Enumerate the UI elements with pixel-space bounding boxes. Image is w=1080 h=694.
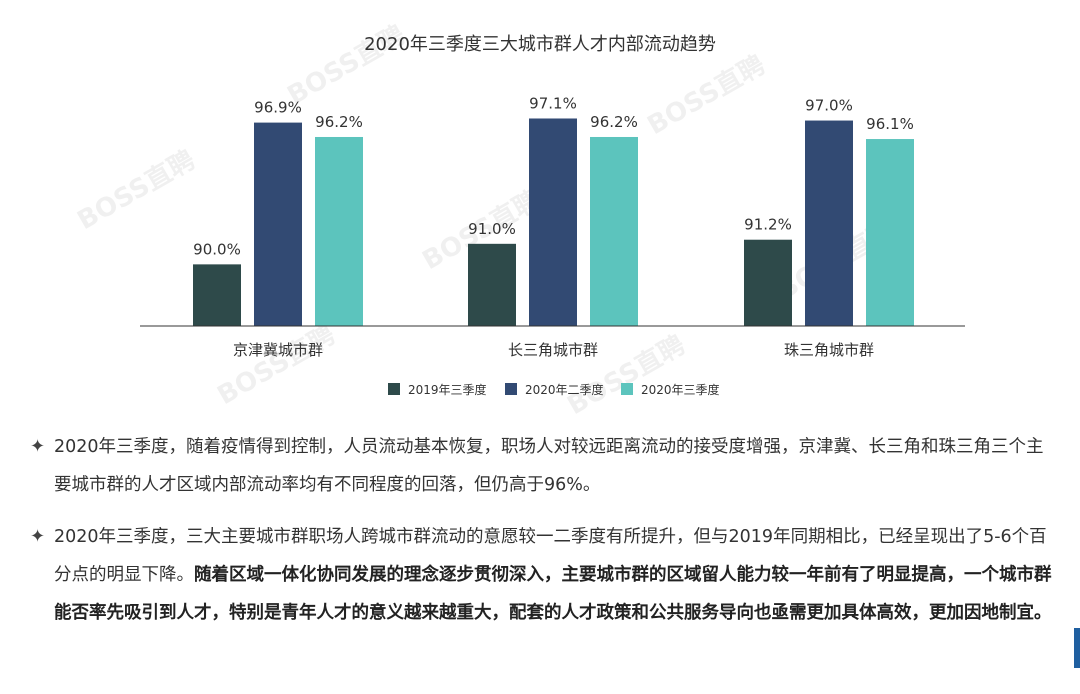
category-label: 珠三角城市群 (784, 341, 874, 359)
paragraph-2: ✦ 2020年三季度，三大主要城市群职场人跨城市群流动的意愿较一二季度有所提升，… (30, 518, 1060, 632)
four-point-star-icon: ✦ (30, 526, 46, 547)
data-label: 96.9% (254, 99, 302, 117)
legend-label: 2019年三季度 (408, 382, 487, 397)
data-label: 91.0% (468, 220, 516, 238)
legend-label: 2020年三季度 (641, 382, 720, 397)
category-label: 京津冀城市群 (233, 341, 323, 359)
bar-2-1 (468, 243, 516, 326)
paragraph-2-bold-text: 随着区域一体化协同发展的理念逐步贯彻深入，主要城市群的区域留人能力较一年前有了明… (54, 565, 1052, 623)
bar-2-2 (529, 118, 577, 326)
bar-1-3 (315, 136, 363, 326)
data-label: 91.2% (744, 216, 792, 234)
legend-swatch (505, 383, 517, 395)
data-label: 90.0% (193, 240, 241, 258)
bar-3-3 (866, 139, 914, 326)
paragraph-2-text: 2020年三季度，三大主要城市群职场人跨城市群流动的意愿较一二季度有所提升，但与… (54, 527, 1047, 585)
data-label: 96.2% (315, 113, 363, 131)
data-label: 96.2% (590, 113, 638, 131)
bar-1-1 (193, 264, 241, 326)
bar-chart: 90.0% 96.9% 96.2% 京津冀城市群 91.0% 97.1% 96.2% 长三角城… (140, 94, 965, 397)
bar-2-3 (590, 136, 638, 326)
bar-3-1 (744, 239, 792, 326)
data-label: 97.0% (805, 97, 853, 115)
category-label: 长三角城市群 (508, 341, 598, 359)
data-label: 96.1% (866, 115, 914, 133)
legend-swatch (388, 383, 400, 395)
data-label: 97.1% (529, 94, 577, 112)
edge-accent (1074, 628, 1080, 668)
legend-label: 2020年二季度 (525, 382, 604, 397)
paragraph-1-text: 2020年三季度，随着疫情得到控制，人员流动基本恢复，职场人对较远距离流动的接受… (54, 437, 1044, 495)
bar-3-2 (805, 120, 853, 326)
chart-title: 2020年三季度三大城市群人才内部流动趋势 (364, 34, 716, 55)
bar-1-2 (254, 122, 302, 326)
four-point-star-icon: ✦ (30, 436, 46, 457)
paragraph-1: ✦ 2020年三季度，随着疫情得到控制，人员流动基本恢复，职场人对较远距离流动的… (30, 428, 1060, 504)
legend-swatch (621, 383, 633, 395)
